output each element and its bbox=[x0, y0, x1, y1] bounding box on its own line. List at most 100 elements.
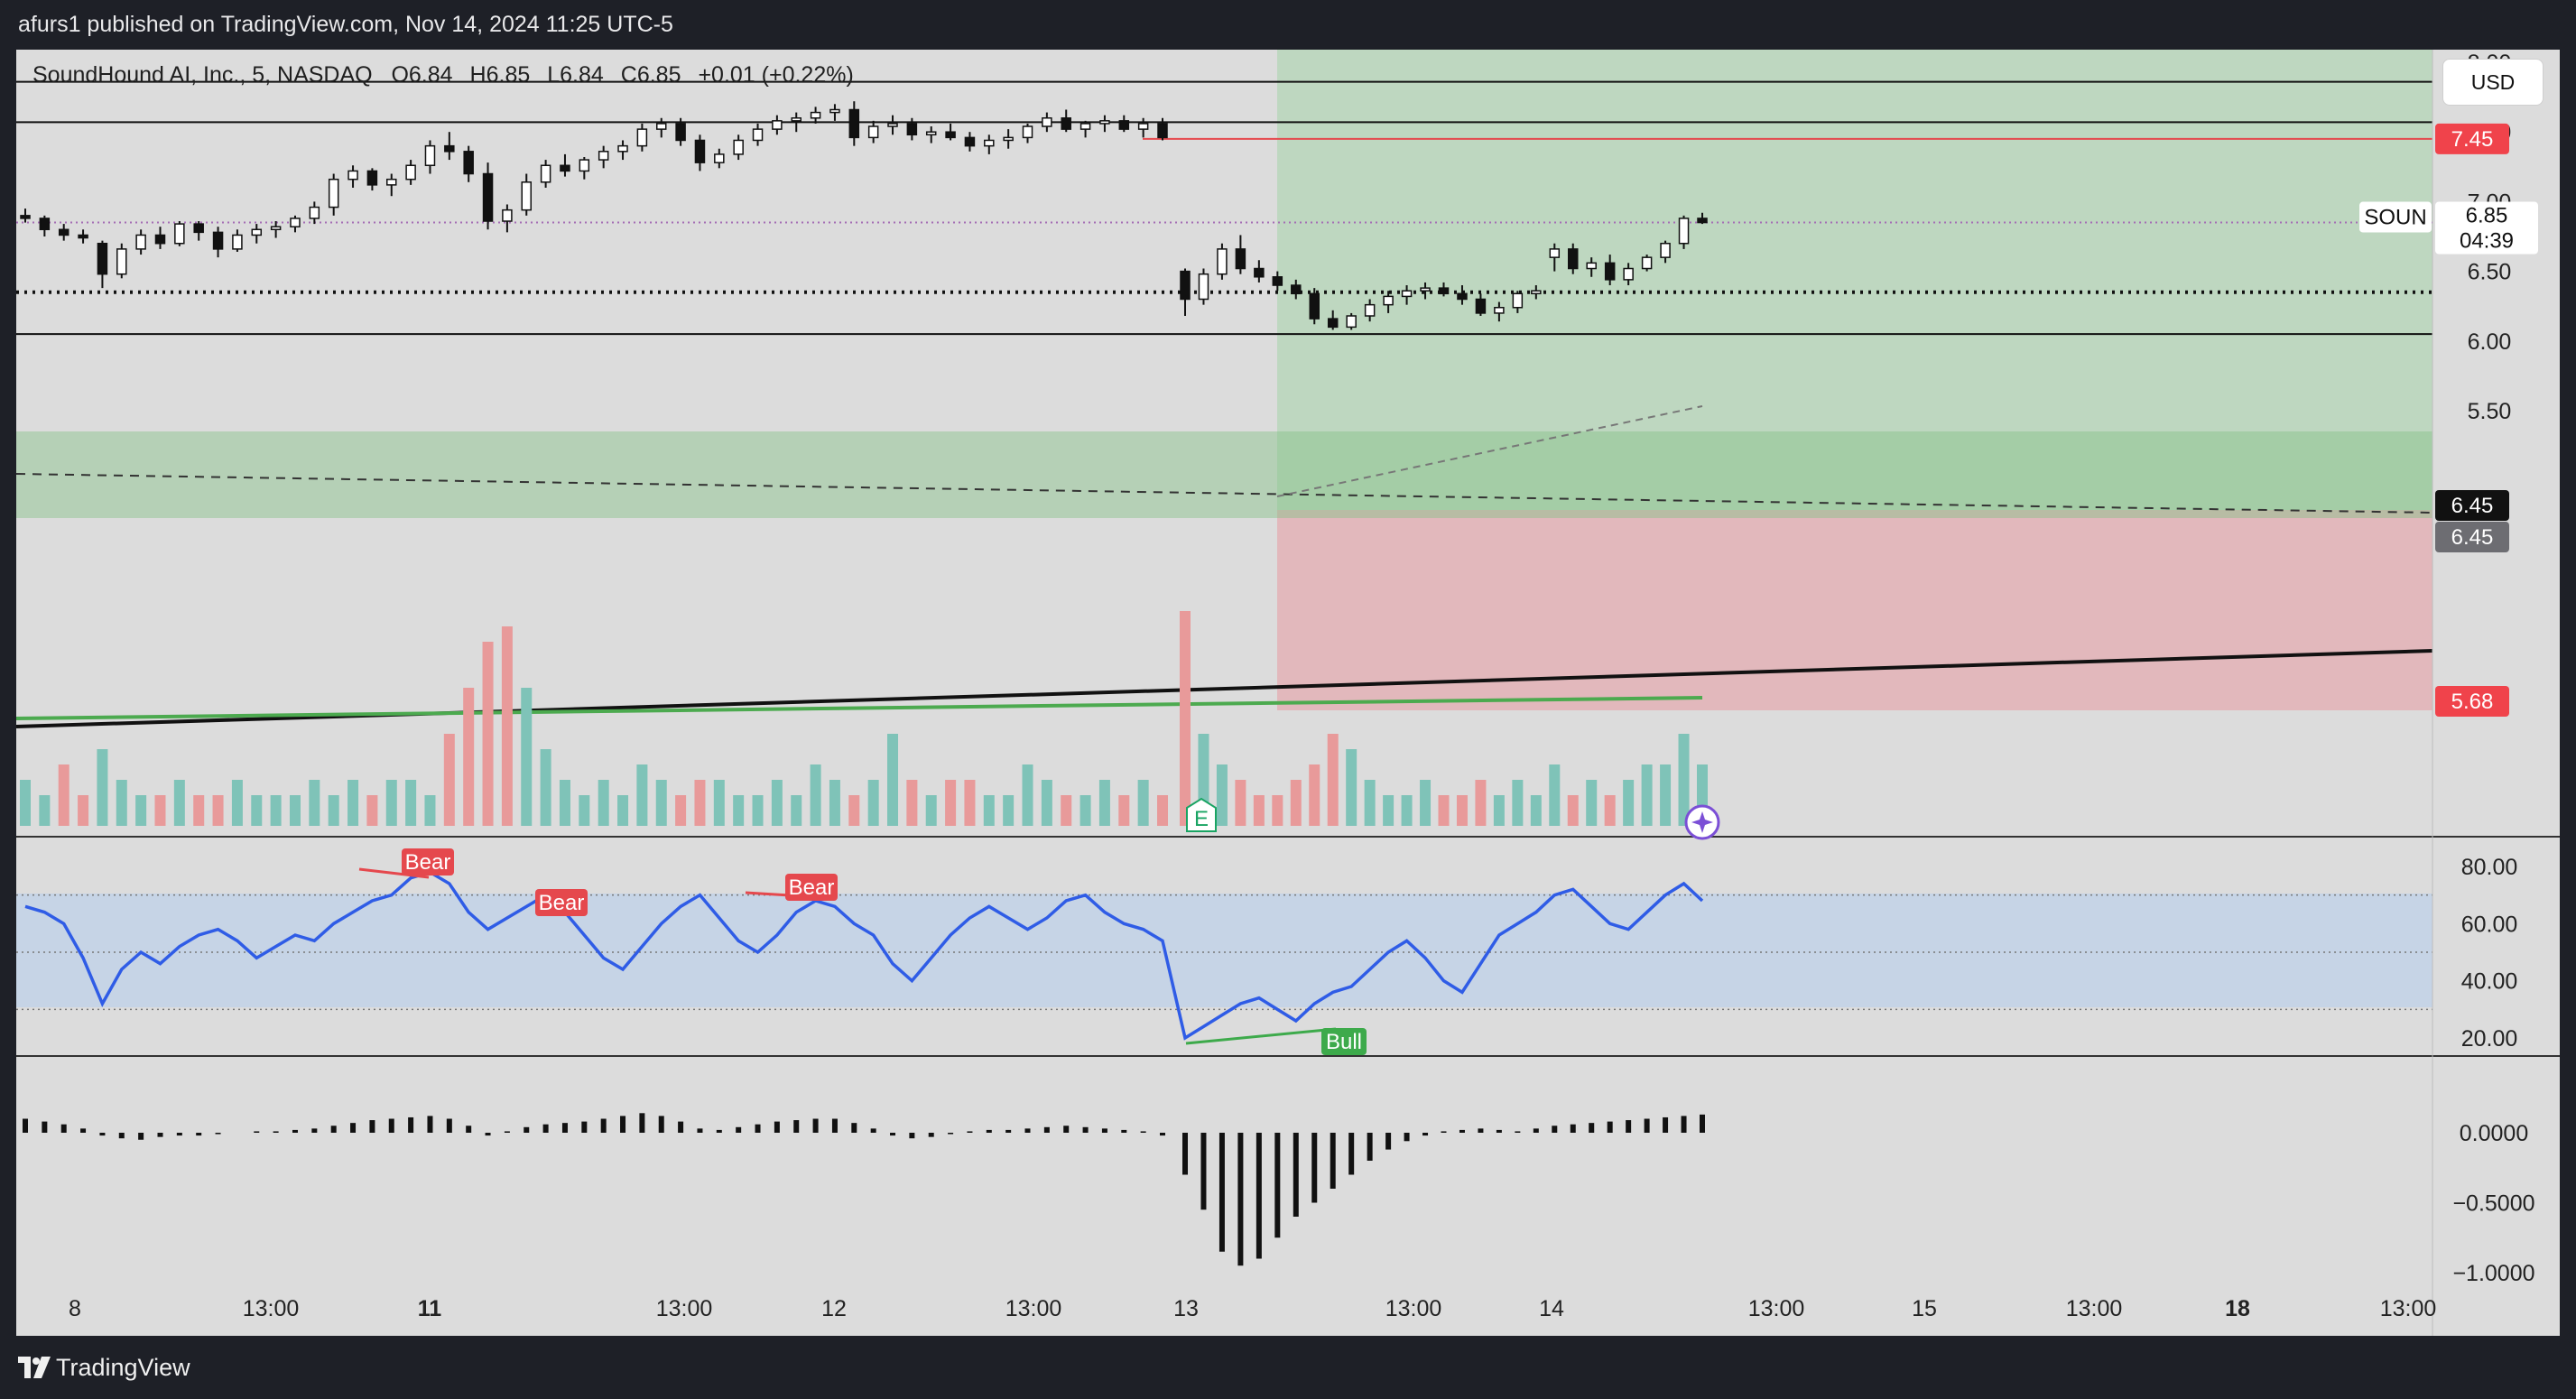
candle-body bbox=[270, 226, 282, 231]
volume-bar bbox=[154, 795, 166, 826]
volume-bar bbox=[579, 795, 590, 826]
volume-bar bbox=[1098, 780, 1110, 826]
bear-label-1-text: Bear bbox=[405, 850, 451, 875]
bear-label-2: Bear bbox=[535, 889, 588, 916]
volume-bar bbox=[309, 780, 320, 826]
volume-bar bbox=[694, 780, 706, 826]
candle-body bbox=[887, 123, 898, 127]
last-price-tag: 6.85 bbox=[2466, 204, 2508, 228]
candle-body bbox=[1623, 267, 1634, 281]
projection-dash-line bbox=[1276, 405, 1703, 497]
stop-tag: 7.45 bbox=[2451, 127, 2494, 152]
rsi-axis-tick: 20.00 bbox=[2461, 1026, 2518, 1052]
volume-bar bbox=[906, 780, 918, 826]
time-axis-tick: 13 bbox=[1173, 1296, 1199, 1321]
countdown-tag: 04:39 bbox=[2460, 229, 2514, 254]
volume-bar bbox=[463, 688, 475, 826]
candle-body bbox=[174, 223, 185, 245]
volume-bar bbox=[270, 795, 282, 826]
high-value: 6.85 bbox=[486, 62, 531, 88]
volume-bar bbox=[1586, 780, 1598, 826]
volume-bar bbox=[771, 780, 783, 826]
entry-dark-tag-bg bbox=[2435, 490, 2509, 521]
volume-bar bbox=[1530, 795, 1542, 826]
volume-bar bbox=[675, 795, 687, 826]
time-axis-tick: 13:00 bbox=[1748, 1296, 1805, 1321]
chart-area[interactable]: 8.007.507.006.506.005.50 80.0060.0040.00… bbox=[16, 50, 2560, 1336]
candle-body bbox=[1198, 273, 1209, 301]
volume-bar bbox=[443, 734, 455, 826]
volume-bar bbox=[1364, 780, 1376, 826]
volume-bar bbox=[289, 795, 301, 826]
volume-bar bbox=[810, 764, 821, 826]
time-axis-tick: 11 bbox=[418, 1296, 442, 1321]
volume-bar bbox=[1456, 795, 1468, 826]
volume-bar bbox=[1180, 611, 1191, 826]
candle-body bbox=[1420, 287, 1431, 292]
volume-bar bbox=[1493, 795, 1505, 826]
candle-body bbox=[810, 111, 821, 119]
candle-body bbox=[1697, 218, 1708, 224]
volume-bar bbox=[424, 795, 436, 826]
entry-dark-tag: 6.45 bbox=[2451, 494, 2494, 518]
candle-body bbox=[78, 234, 88, 239]
volume-bar bbox=[1604, 795, 1616, 826]
last-price-tag-bg bbox=[2435, 201, 2538, 255]
volume-bar bbox=[887, 734, 899, 826]
time-axis-tick: 12 bbox=[821, 1296, 847, 1321]
candle-body bbox=[1438, 287, 1450, 295]
volume-bar bbox=[636, 764, 648, 826]
volume-bar bbox=[733, 795, 745, 826]
candle-body bbox=[1346, 315, 1357, 329]
volume-bar bbox=[39, 795, 51, 826]
candle-body bbox=[1003, 136, 1014, 142]
footer: TradingView bbox=[0, 1336, 2576, 1399]
candle-body bbox=[58, 228, 69, 236]
volume-bar bbox=[116, 780, 127, 826]
earnings-marker[interactable]: E bbox=[1186, 797, 1217, 832]
candle-body bbox=[1042, 117, 1052, 127]
time-axis-tick: 13:00 bbox=[2380, 1296, 2437, 1321]
volume-bar bbox=[1512, 780, 1524, 826]
bear-label-2-text: Bear bbox=[539, 891, 585, 915]
volume-bar bbox=[1041, 780, 1052, 826]
green-box-zone bbox=[16, 431, 2432, 518]
candle-body bbox=[945, 131, 956, 139]
high-label: H bbox=[469, 62, 486, 88]
candle-body bbox=[1272, 276, 1283, 286]
candle-body bbox=[791, 117, 802, 122]
low-value: 6.84 bbox=[560, 62, 604, 88]
candle-body bbox=[1235, 248, 1246, 270]
candle-body bbox=[1309, 292, 1320, 320]
candle-body bbox=[1364, 303, 1376, 317]
oscillator-axis-tick: −1.0000 bbox=[2452, 1261, 2534, 1286]
volume-bar bbox=[598, 780, 609, 826]
volume-bar bbox=[1309, 764, 1320, 826]
open-label: O bbox=[391, 62, 409, 88]
candle-body bbox=[1494, 306, 1505, 314]
time-axis-tick: 13:00 bbox=[2066, 1296, 2123, 1321]
target-low-tag-bg bbox=[2435, 686, 2509, 717]
green-moving-average bbox=[16, 696, 1703, 720]
currency-button[interactable]: USD bbox=[2442, 59, 2544, 106]
volume-bar bbox=[1346, 749, 1357, 826]
time-axis-tick: 13:00 bbox=[656, 1296, 713, 1321]
candle-body bbox=[598, 151, 609, 161]
dashed-midline bbox=[16, 473, 2433, 514]
chart-canvas[interactable]: 8.007.507.006.506.005.50 80.0060.0040.00… bbox=[16, 50, 2560, 1336]
candle-body bbox=[1217, 248, 1228, 275]
volume-bar bbox=[173, 780, 185, 826]
volume-bar bbox=[1327, 734, 1339, 826]
candle-body bbox=[1660, 242, 1671, 258]
ideas-icon[interactable] bbox=[1684, 804, 1720, 840]
volume-bar bbox=[829, 780, 840, 826]
candle-body bbox=[655, 123, 667, 130]
candle-body bbox=[984, 139, 995, 147]
candle-body bbox=[1099, 120, 1110, 125]
symbol-name: SoundHound AI, Inc., 5, NASDAQ bbox=[32, 62, 373, 88]
low-label: L bbox=[547, 62, 561, 88]
volume-bar bbox=[617, 795, 629, 826]
candle-body bbox=[964, 136, 976, 147]
candle-body bbox=[560, 164, 570, 172]
entry-gray-tag-bg bbox=[2435, 522, 2509, 552]
